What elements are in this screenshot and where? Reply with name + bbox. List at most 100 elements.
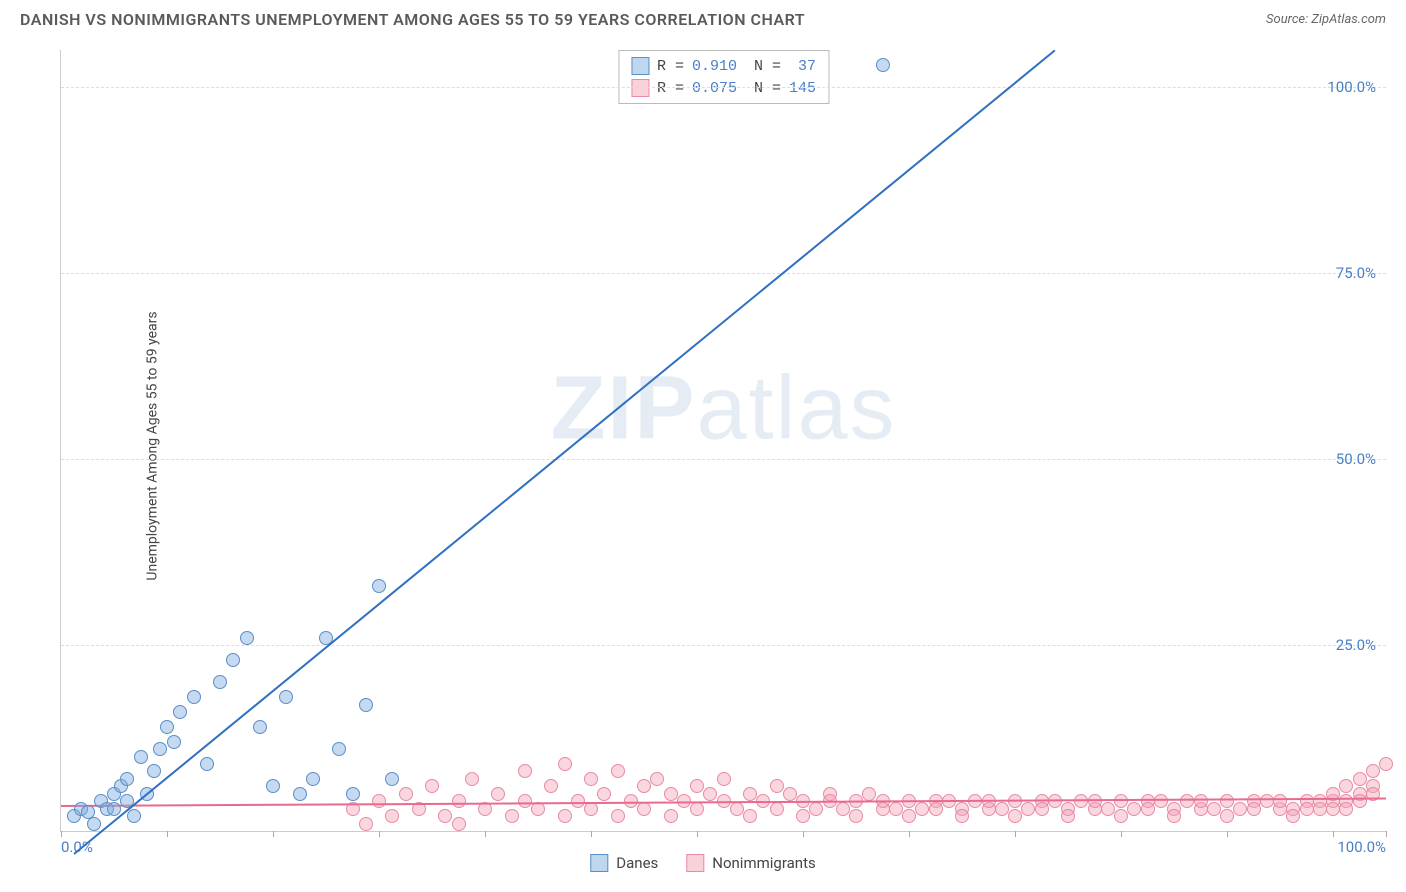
- data-point: [611, 764, 625, 778]
- xtick: [379, 831, 380, 837]
- data-point: [1101, 802, 1115, 816]
- data-point: [1339, 802, 1353, 816]
- data-point: [1194, 794, 1208, 808]
- data-point: [253, 720, 267, 734]
- chart-plot-area: ZIPatlas R = 0.910 N = 37 R = 0.075 N = …: [60, 50, 1386, 832]
- data-point: [876, 58, 890, 72]
- data-point: [1061, 809, 1075, 823]
- source-label: Source: ZipAtlas.com: [1266, 12, 1386, 27]
- data-point: [385, 809, 399, 823]
- data-point: [167, 735, 181, 749]
- grid-line: [61, 459, 1386, 460]
- xtick: [1121, 831, 1122, 837]
- xtick-label-right: 100.0%: [1337, 838, 1386, 856]
- data-point: [889, 802, 903, 816]
- data-point: [200, 757, 214, 771]
- xtick: [1227, 831, 1228, 837]
- data-point: [1273, 794, 1287, 808]
- legend-label-danes: Danes: [616, 854, 658, 872]
- data-point: [862, 787, 876, 801]
- data-point: [1220, 794, 1234, 808]
- ytick-label: 75.0%: [1336, 264, 1376, 282]
- data-point: [650, 772, 664, 786]
- data-point: [544, 779, 558, 793]
- ytick-label: 100.0%: [1327, 78, 1376, 96]
- data-point: [995, 802, 1009, 816]
- data-point: [730, 802, 744, 816]
- swatch-blue-icon: [590, 854, 608, 872]
- data-point: [637, 779, 651, 793]
- data-point: [134, 750, 148, 764]
- data-point: [1313, 802, 1327, 816]
- data-point: [1247, 802, 1261, 816]
- data-point: [809, 802, 823, 816]
- xtick: [167, 831, 168, 837]
- data-point: [796, 809, 810, 823]
- data-point: [955, 809, 969, 823]
- data-point: [452, 794, 466, 808]
- data-point: [399, 787, 413, 801]
- data-point: [173, 705, 187, 719]
- data-point: [1127, 802, 1141, 816]
- data-point: [240, 631, 254, 645]
- data-point: [518, 764, 532, 778]
- data-point: [1154, 794, 1168, 808]
- data-point: [690, 802, 704, 816]
- corr-n-label: N =: [745, 58, 781, 75]
- watermark-atlas: atlas: [696, 359, 896, 459]
- chart-title: DANISH VS NONIMMIGRANTS UNEMPLOYMENT AMO…: [20, 10, 805, 29]
- data-point: [1379, 757, 1393, 771]
- data-point: [127, 809, 141, 823]
- data-point: [1300, 802, 1314, 816]
- data-point: [929, 802, 943, 816]
- data-point: [1180, 794, 1194, 808]
- legend-label-nonimmigrants: Nonimmigrants: [712, 854, 815, 872]
- data-point: [1233, 802, 1247, 816]
- data-point: [359, 817, 373, 831]
- ytick-label: 50.0%: [1336, 450, 1376, 468]
- data-point: [107, 802, 121, 816]
- data-point: [452, 817, 466, 831]
- data-point: [743, 809, 757, 823]
- legend-item-nonimmigrants: Nonimmigrants: [686, 854, 815, 872]
- xtick: [909, 831, 910, 837]
- xtick: [803, 831, 804, 837]
- data-point: [1167, 809, 1181, 823]
- data-point: [153, 742, 167, 756]
- data-point: [637, 802, 651, 816]
- data-point: [518, 794, 532, 808]
- data-point: [293, 787, 307, 801]
- data-point: [783, 787, 797, 801]
- data-point: [1141, 802, 1155, 816]
- data-point: [1260, 794, 1274, 808]
- grid-line: [61, 645, 1386, 646]
- xtick: [1015, 831, 1016, 837]
- data-point: [1021, 802, 1035, 816]
- data-point: [213, 675, 227, 689]
- correlation-row-danes: R = 0.910 N = 37: [631, 55, 816, 77]
- data-point: [584, 772, 598, 786]
- ytick-label: 25.0%: [1336, 636, 1376, 654]
- data-point: [664, 787, 678, 801]
- corr-n-danes: 37: [789, 58, 816, 75]
- data-point: [1366, 764, 1380, 778]
- data-point: [1035, 802, 1049, 816]
- data-point: [505, 809, 519, 823]
- swatch-blue-icon: [631, 57, 649, 75]
- grid-line: [61, 87, 1386, 88]
- data-point: [187, 690, 201, 704]
- data-point: [491, 787, 505, 801]
- xtick: [61, 831, 62, 837]
- data-point: [1114, 794, 1128, 808]
- data-point: [1114, 809, 1128, 823]
- xtick: [485, 831, 486, 837]
- xtick: [1333, 831, 1334, 837]
- xtick: [697, 831, 698, 837]
- data-point: [425, 779, 439, 793]
- data-point: [902, 809, 916, 823]
- data-point: [1207, 802, 1221, 816]
- data-point: [266, 779, 280, 793]
- data-point: [558, 809, 572, 823]
- data-point: [1339, 779, 1353, 793]
- data-point: [1008, 809, 1022, 823]
